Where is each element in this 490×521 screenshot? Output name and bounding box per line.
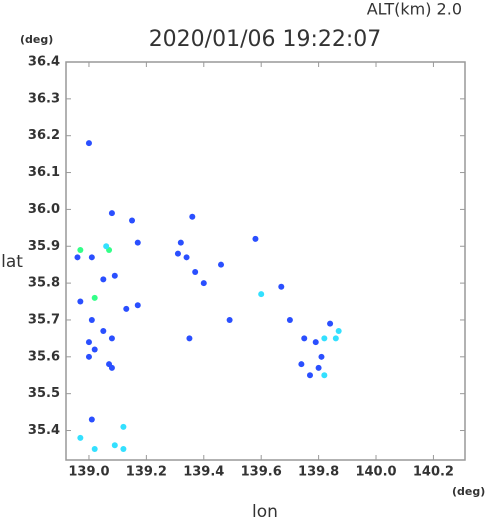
echo-point: [91, 294, 98, 301]
x-unit: (deg): [452, 485, 485, 498]
echo-point: [286, 316, 293, 323]
echo-point: [301, 335, 308, 342]
echo-point: [134, 302, 141, 309]
y-tick-label: 36.2: [28, 128, 60, 143]
echo-point: [77, 298, 84, 305]
echo-point: [100, 276, 107, 283]
echo-point: [111, 442, 118, 449]
y-tick-label: 35.4: [28, 423, 60, 438]
echo-point: [88, 254, 95, 261]
echo-point: [252, 235, 259, 242]
y-tick-label: 36.3: [28, 91, 60, 106]
echo-point: [91, 445, 98, 452]
echo-point: [85, 339, 92, 346]
echo-point: [306, 372, 313, 379]
x-tick-label: 139.4: [183, 465, 224, 480]
echo-point: [177, 239, 184, 246]
echo-point: [120, 445, 127, 452]
echo-point: [192, 269, 199, 276]
echo-point: [327, 320, 334, 327]
y-tick-label: 35.6: [28, 349, 60, 364]
x-tick-label: 139.2: [126, 465, 167, 480]
echo-point: [332, 335, 339, 342]
echo-point: [77, 246, 84, 253]
echo-point: [74, 254, 81, 261]
echo-point: [321, 372, 328, 379]
echo-point: [108, 210, 115, 217]
echo-point: [278, 283, 285, 290]
echo-point: [134, 239, 141, 246]
x-tick-label: 140.0: [355, 465, 396, 480]
echo-point: [335, 328, 342, 335]
y-tick-label: 36.0: [28, 202, 60, 217]
x-axis-label: lon: [252, 502, 278, 521]
echo-point: [91, 346, 98, 353]
y-unit: (deg): [20, 33, 53, 46]
echo-point: [111, 272, 118, 279]
y-tick-label: 35.9: [28, 239, 60, 254]
echo-point: [120, 423, 127, 430]
echo-point: [312, 339, 319, 346]
echo-point: [108, 364, 115, 371]
echo-point: [189, 213, 196, 220]
echo-point: [77, 434, 84, 441]
echo-point: [174, 250, 181, 257]
altitude-label: ALT(km) 2.0: [367, 0, 462, 19]
plot-frame: [65, 61, 466, 461]
echo-point: [298, 361, 305, 368]
echo-point: [88, 416, 95, 423]
echo-point: [129, 217, 136, 224]
echo-point: [123, 305, 130, 312]
echo-point: [226, 316, 233, 323]
echo-point: [100, 328, 107, 335]
echo-point: [321, 335, 328, 342]
echo-point: [183, 254, 190, 261]
x-tick-label: 139.8: [298, 465, 339, 480]
x-tick-label: 139.6: [241, 465, 282, 480]
echo-point: [218, 261, 225, 268]
echo-point: [200, 280, 207, 287]
y-axis-label: lat: [1, 252, 23, 272]
chart-title: 2020/01/06 19:22:07: [149, 27, 382, 52]
echo-point: [103, 243, 110, 250]
x-tick-label: 139.0: [68, 465, 109, 480]
echo-point: [318, 353, 325, 360]
echo-point: [315, 364, 322, 371]
y-tick-label: 36.4: [28, 55, 60, 70]
y-tick-label: 35.7: [28, 312, 60, 327]
y-tick-label: 35.5: [28, 386, 60, 401]
echo-point: [88, 316, 95, 323]
y-tick-label: 35.8: [28, 276, 60, 291]
y-tick-label: 36.1: [28, 165, 60, 180]
echo-point: [258, 291, 265, 298]
echo-point: [186, 335, 193, 342]
echo-point: [85, 353, 92, 360]
echo-point: [85, 140, 92, 147]
echo-point: [108, 335, 115, 342]
x-tick-label: 140.2: [413, 465, 454, 480]
